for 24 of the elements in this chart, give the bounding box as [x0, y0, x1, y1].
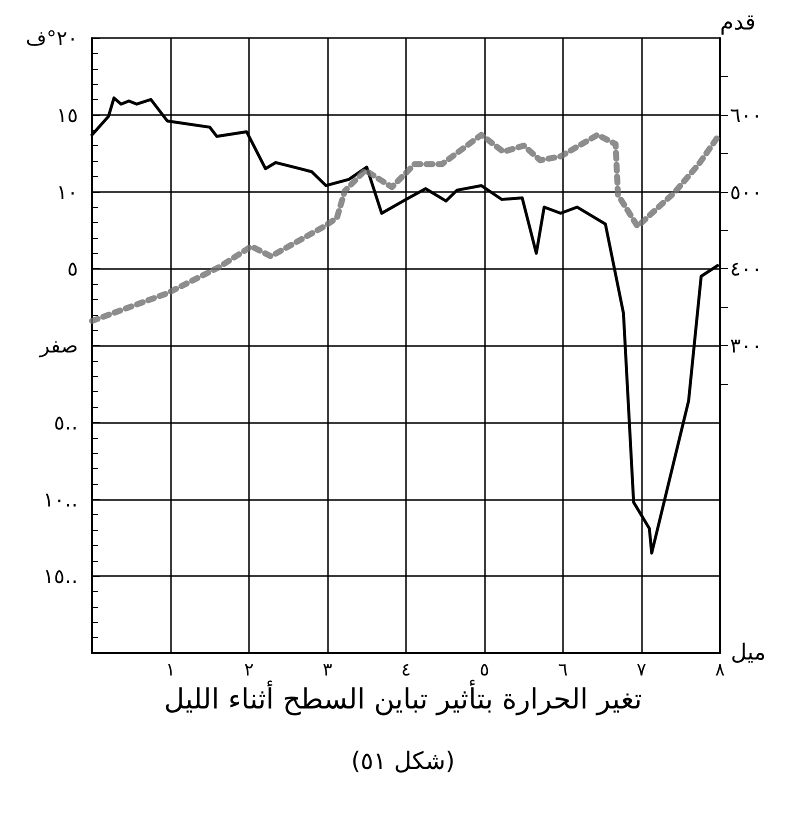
- x-tick-label: ٥: [480, 660, 490, 680]
- y-tick-label: ١٠: [56, 180, 78, 204]
- x-tick-label: ٤: [401, 660, 411, 680]
- y2-tick-label: ٥٠٠: [730, 180, 762, 204]
- y-tick-label: صفر: [38, 334, 78, 358]
- y2-tick-label: ٣٠٠: [730, 334, 762, 358]
- y-tick-label: ١٥: [56, 102, 78, 127]
- text: تغير الحرارة بتأثير تباين السطح أثناء الليل: [164, 680, 642, 716]
- y-tick-label: ٥‥: [54, 410, 78, 434]
- y2-axis-title: قدم: [720, 10, 756, 36]
- x-tick-label: ٨: [715, 660, 726, 680]
- y2-tick-label: ٦٠٠: [730, 102, 762, 127]
- x-tick-label: ١: [166, 660, 176, 680]
- y-tick-label: ١٥‥: [43, 564, 78, 588]
- y-tick-label: ١٠‥: [43, 487, 78, 512]
- x-tick-label: ٧: [636, 660, 647, 680]
- x-tick-label: ٣: [322, 660, 333, 680]
- text: (شكل ٥١): [351, 747, 455, 775]
- x-tick-label: ٦: [558, 660, 568, 680]
- x-tick-label: ٢: [244, 660, 254, 680]
- y-tick-label: ٥: [67, 256, 78, 281]
- y-tick-label: ٢٠°ف: [26, 26, 78, 50]
- x-axis-title: ميل: [730, 640, 766, 666]
- y2-tick-label: ٤٠٠: [730, 256, 762, 281]
